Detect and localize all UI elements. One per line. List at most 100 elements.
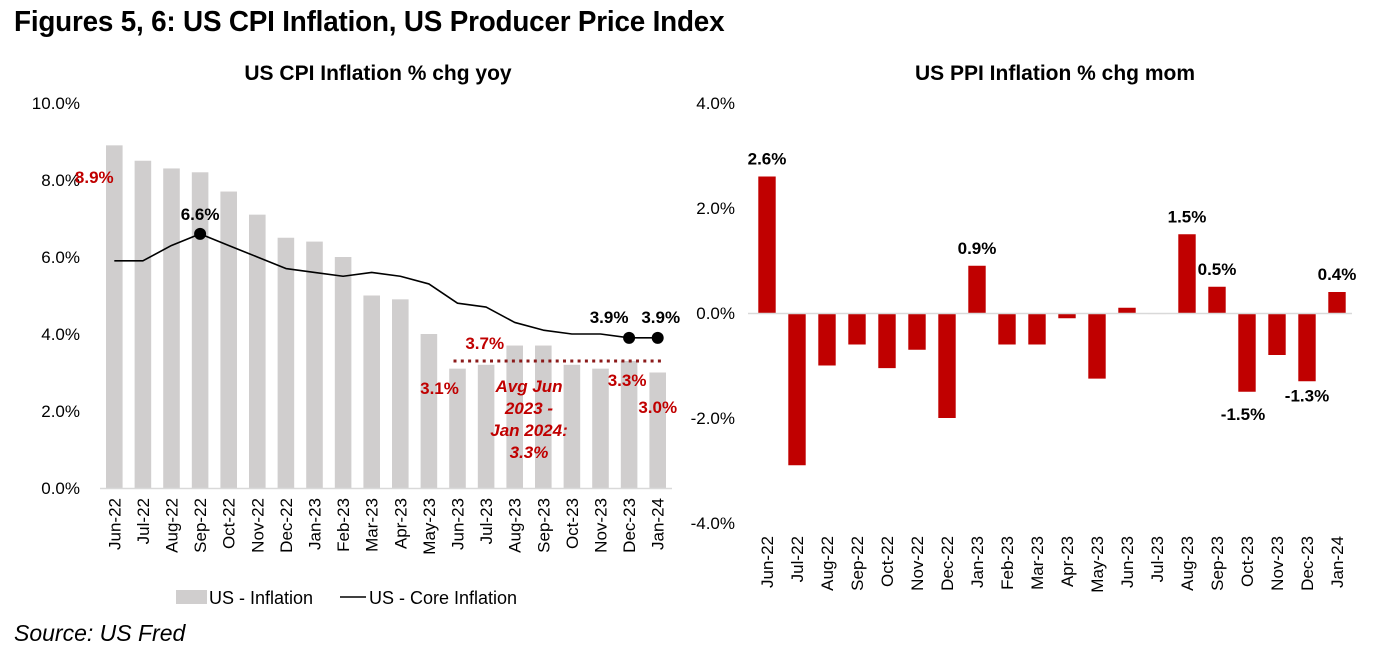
cpi-data-label: 3.3%	[608, 371, 647, 390]
ppi-x-tick-label: Sep-22	[848, 536, 867, 591]
ppi-y-tick-label: 0.0%	[696, 304, 735, 323]
cpi-bar	[563, 364, 581, 488]
cpi-bar	[306, 241, 323, 488]
cpi-data-label: 3.7%	[465, 334, 504, 353]
legend-swatch-inflation	[176, 590, 207, 604]
ppi-x-tick-label: Feb-23	[998, 536, 1017, 590]
ppi-x-tick-label: Nov-23	[1268, 536, 1287, 591]
cpi-bar	[449, 368, 466, 488]
ppi-bar	[818, 313, 836, 366]
figure-title: Figures 5, 6: US CPI Inflation, US Produ…	[14, 6, 725, 38]
cpi-bar	[506, 345, 523, 488]
cpi-core-data-label: 3.9%	[641, 308, 680, 327]
ppi-bar	[1118, 307, 1136, 313]
cpi-bar	[477, 364, 495, 488]
ppi-x-tick-label: Apr-23	[1058, 536, 1077, 587]
cpi-y-tick-label: 8.0%	[41, 171, 80, 190]
cpi-bar	[106, 145, 123, 488]
ppi-data-label: 0.9%	[958, 239, 997, 258]
cpi-x-tick-label: Apr-23	[391, 498, 410, 549]
ppi-x-tick-label: Jun-23	[1118, 536, 1137, 588]
cpi-average-label: 3.3%	[510, 443, 549, 462]
cpi-x-tick-label: Oct-22	[220, 498, 239, 549]
ppi-x-tick-label: Nov-22	[908, 536, 927, 591]
cpi-core-data-label: 6.6%	[181, 205, 220, 224]
ppi-x-tick-label: Aug-22	[818, 536, 837, 591]
ppi-x-tick-label: Oct-23	[1238, 536, 1257, 587]
ppi-x-tick-label: Sep-23	[1208, 536, 1227, 591]
legend-label-core: US - Core Inflation	[369, 588, 517, 608]
cpi-average-label: Jan 2024:	[490, 421, 568, 440]
ppi-x-tick-label: Jan-23	[968, 536, 987, 588]
cpi-data-label: 3.1%	[420, 379, 459, 398]
cpi-x-tick-label: Jan-23	[306, 498, 325, 550]
cpi-legend: US - Inflation US - Core Inflation	[176, 588, 517, 608]
cpi-core-marker	[194, 227, 207, 240]
ppi-bar	[968, 265, 986, 313]
ppi-x-tick-label: Jul-22	[788, 536, 807, 582]
cpi-core-data-label: 3.9%	[590, 308, 629, 327]
cpi-data-label: 8.9%	[75, 168, 114, 187]
cpi-bar	[620, 360, 638, 488]
cpi-x-tick-label: Jul-23	[477, 498, 496, 544]
cpi-bar	[220, 191, 237, 489]
cpi-x-tick-label: Jul-22	[134, 498, 153, 544]
ppi-chart-title: US PPI Inflation % chg mom	[915, 62, 1195, 85]
cpi-bar	[334, 257, 352, 488]
ppi-data-label: -1.5%	[1221, 405, 1265, 424]
cpi-bar	[134, 160, 152, 488]
ppi-y-tick-label: 2.0%	[696, 199, 735, 218]
ppi-y-tick-label: -2.0%	[691, 409, 735, 428]
ppi-x-tick-label: Jul-23	[1148, 536, 1167, 582]
ppi-data-label: 1.5%	[1168, 207, 1207, 226]
cpi-x-tick-label: Aug-23	[506, 498, 525, 553]
ppi-bar	[1238, 313, 1256, 392]
cpi-x-tick-label: Nov-23	[592, 498, 611, 553]
ppi-data-label: 0.5%	[1198, 260, 1237, 279]
cpi-x-tick-label: Jun-22	[105, 498, 124, 550]
ppi-data-label: -1.3%	[1285, 386, 1329, 405]
cpi-x-tick-label: Oct-23	[563, 498, 582, 549]
cpi-x-tick-label: Dec-22	[277, 498, 296, 553]
cpi-bar	[420, 334, 438, 488]
ppi-bar	[908, 313, 926, 350]
source-note: Source: US Fred	[14, 620, 186, 646]
cpi-x-tick-label: Jan-24	[649, 498, 668, 550]
cpi-bar	[392, 299, 409, 488]
legend-label-inflation: US - Inflation	[209, 588, 313, 608]
ppi-bar	[1058, 313, 1076, 319]
ppi-bar	[758, 176, 776, 313]
cpi-x-tick-label: Nov-22	[248, 498, 267, 553]
ppi-bar	[1208, 286, 1226, 313]
ppi-bar	[998, 313, 1016, 345]
cpi-chart-title: US CPI Inflation % chg yoy	[244, 62, 512, 85]
cpi-x-tick-label: Feb-23	[334, 498, 353, 552]
ppi-x-tick-label: Oct-22	[878, 536, 897, 587]
ppi-bar	[1088, 313, 1106, 379]
cpi-core-marker	[623, 331, 636, 344]
cpi-x-tick-label: Aug-22	[163, 498, 182, 553]
cpi-bar	[535, 345, 552, 488]
ppi-bar	[1268, 313, 1286, 355]
cpi-y-tick-label: 0.0%	[41, 479, 80, 498]
ppi-x-tick-label: Dec-22	[938, 536, 957, 591]
ppi-data-label: 2.6%	[748, 150, 787, 169]
cpi-x-tick-label: Sep-23	[534, 498, 553, 553]
ppi-x-tick-label: Dec-23	[1298, 536, 1317, 591]
cpi-average-label: 2023 -	[504, 399, 554, 418]
cpi-x-tick-label: Mar-23	[363, 498, 382, 552]
ppi-bar	[878, 313, 896, 369]
cpi-bar	[363, 295, 380, 488]
cpi-x-tick-label: Jun-23	[449, 498, 468, 550]
ppi-x-tick-label: Aug-23	[1178, 536, 1197, 591]
cpi-chart: US CPI Inflation % chg yoy 0.0% 2.0% 4.0% 6…	[32, 62, 680, 608]
cpi-y-tick-label: 4.0%	[41, 325, 80, 344]
ppi-bar	[1028, 313, 1046, 345]
ppi-y-tick-label: 4.0%	[696, 94, 735, 113]
cpi-y-tick-label: 6.0%	[41, 248, 80, 267]
ppi-x-tick-label: May-23	[1088, 536, 1107, 593]
cpi-average-label: Avg Jun	[494, 377, 562, 396]
ppi-chart: US PPI Inflation % chg mom -4.0% -2.0% 0.0…	[691, 62, 1357, 593]
cpi-bar	[249, 214, 266, 488]
ppi-x-tick-label: Jan-24	[1328, 536, 1347, 588]
